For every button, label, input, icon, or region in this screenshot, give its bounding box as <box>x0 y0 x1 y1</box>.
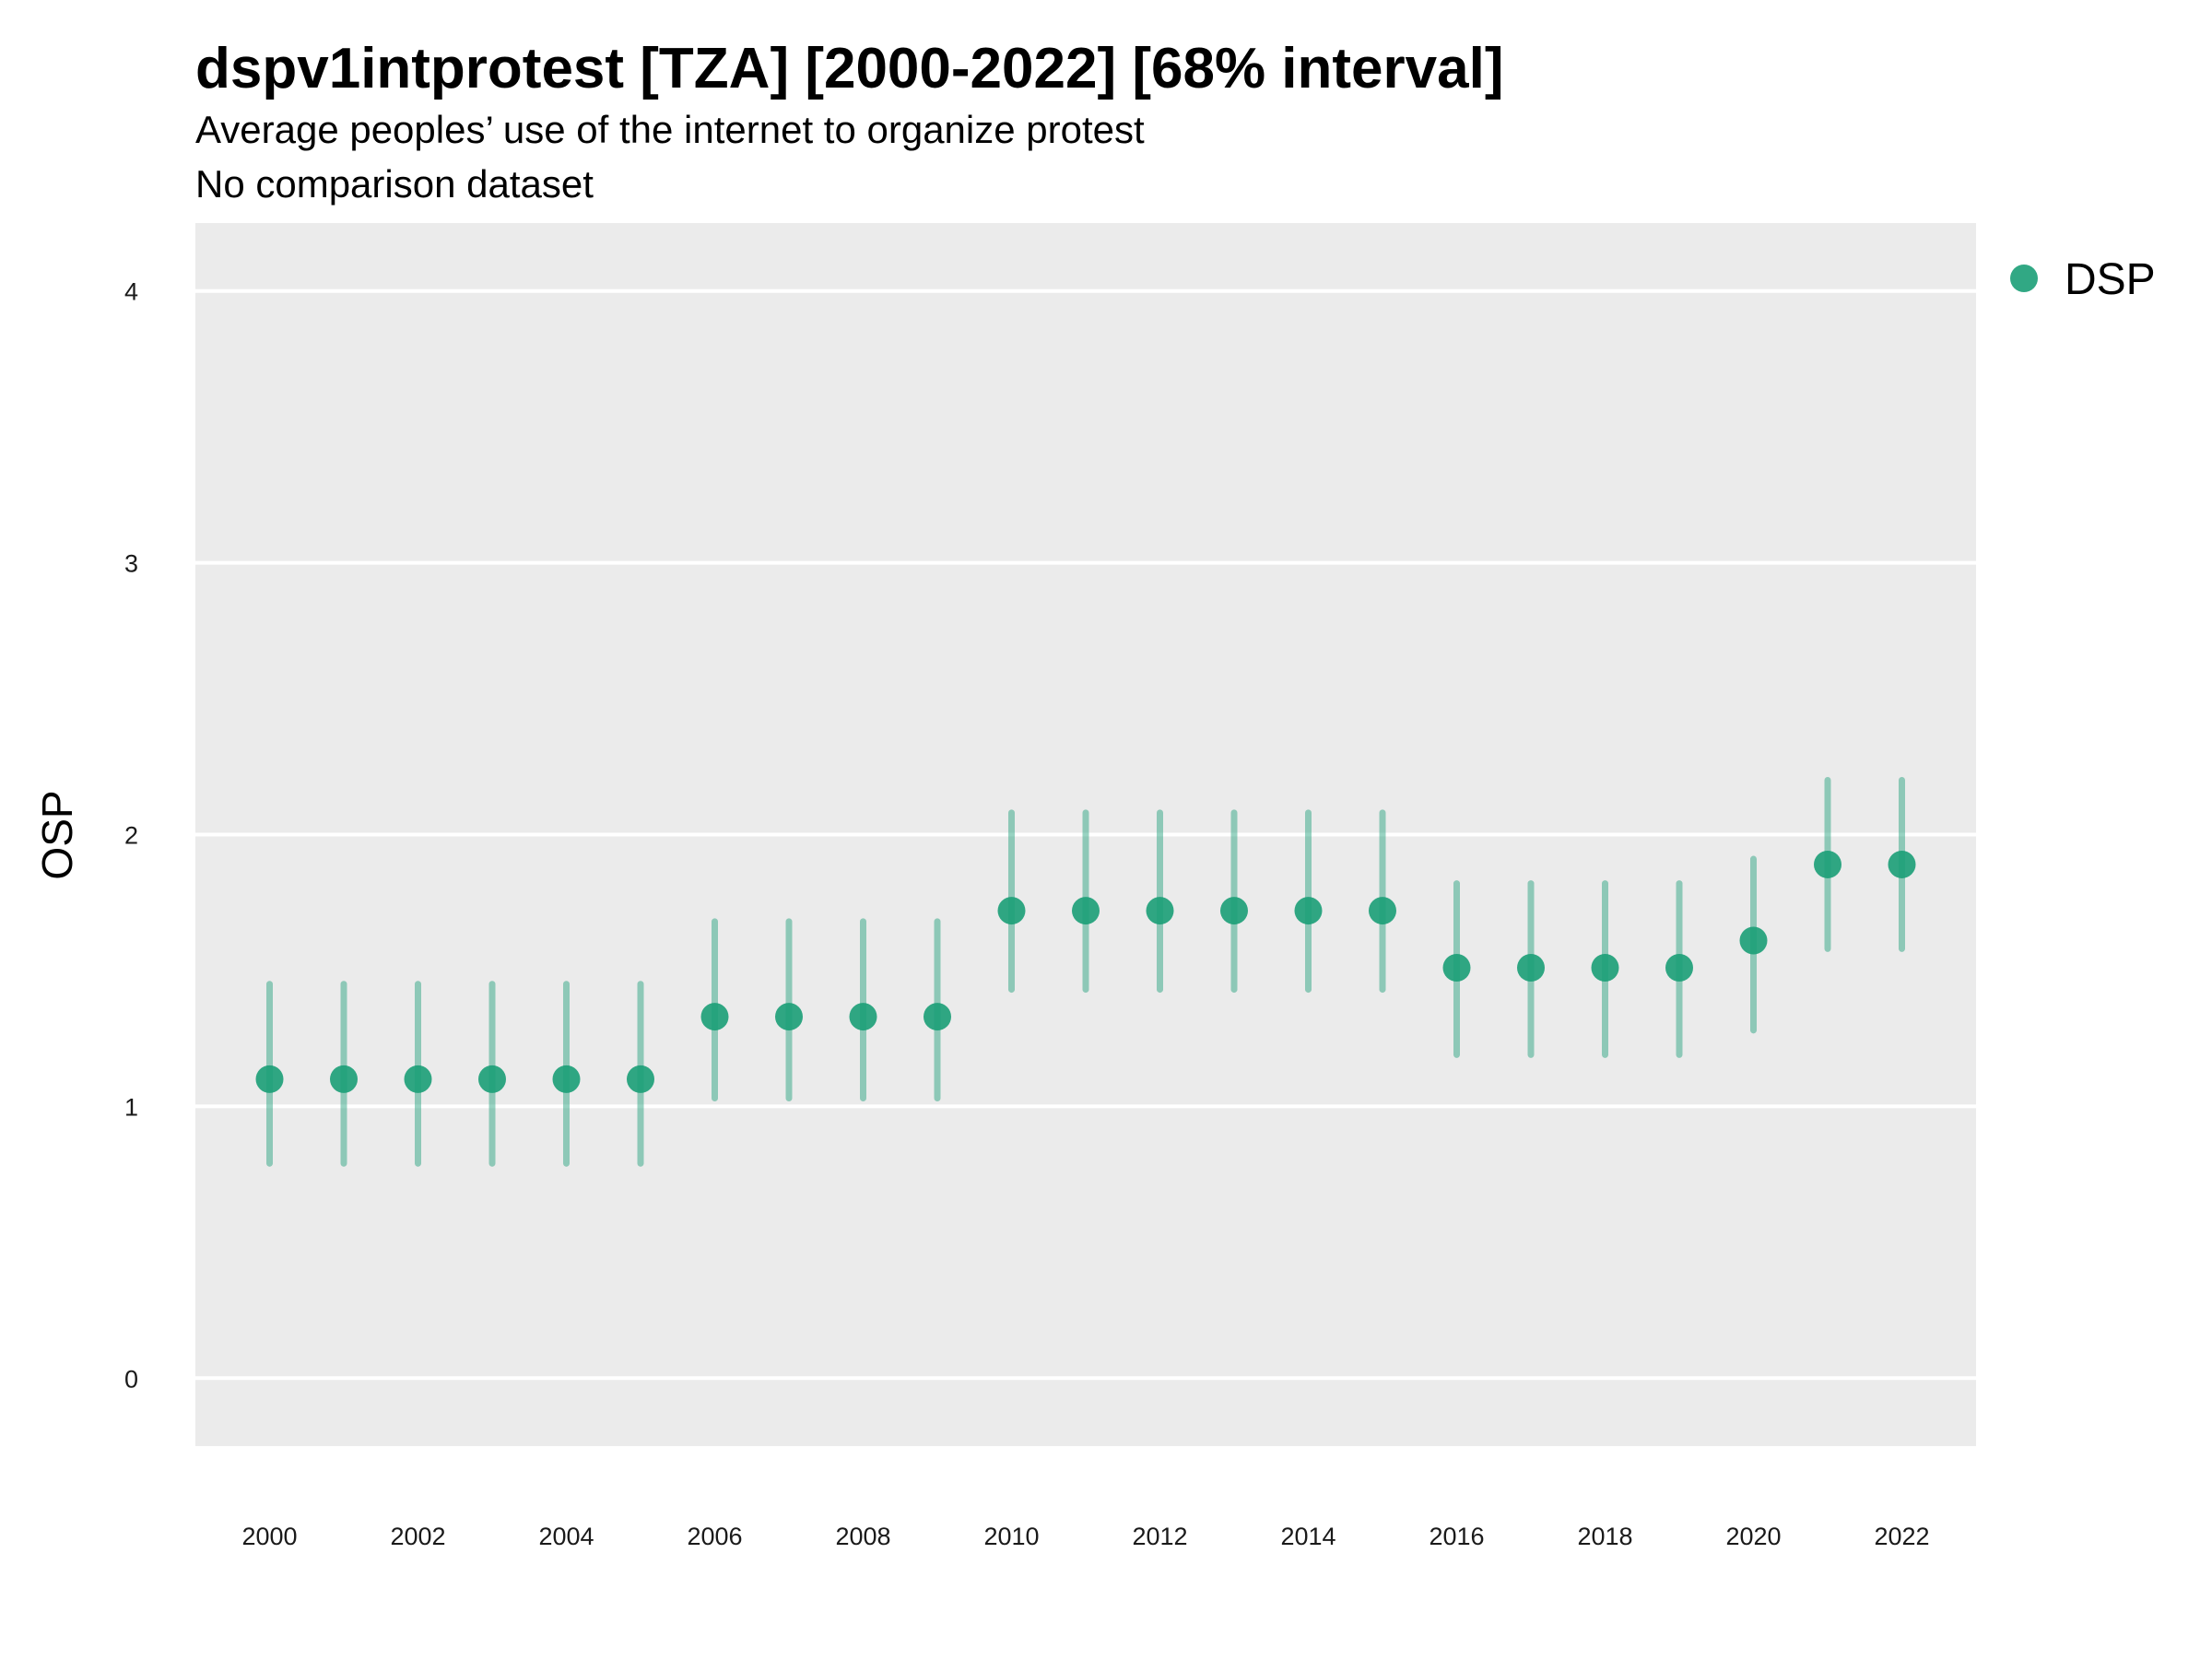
x-tick-label: 2008 <box>835 1523 890 1550</box>
y-tick-label: 1 <box>124 1093 138 1121</box>
data-point <box>997 897 1026 925</box>
data-point <box>1294 897 1323 925</box>
data-point <box>849 1003 877 1031</box>
y-tick-label: 0 <box>124 1365 138 1393</box>
data-point <box>1369 897 1396 925</box>
data-point <box>700 1003 729 1031</box>
legend-label-dsp: DSP <box>2065 255 2156 304</box>
data-point <box>1072 897 1100 925</box>
legend-key-dsp <box>2010 265 2038 292</box>
legend: DSP <box>2010 255 2156 304</box>
data-point <box>1442 953 1471 982</box>
chart-title: dspv1intprotest [TZA] [2000-2022] [68% i… <box>195 37 1504 100</box>
y-axis-title: OSP <box>33 790 81 879</box>
data-point <box>330 1065 358 1093</box>
x-tick-label: 2014 <box>1280 1523 1335 1550</box>
x-tick-label: 2004 <box>538 1523 594 1550</box>
y-axis-ticks: 0 1 2 3 4 <box>124 278 138 1394</box>
gridlines <box>195 288 1976 1381</box>
y-tick-label: 3 <box>124 550 138 578</box>
data-point <box>1888 850 1916 878</box>
x-tick-label: 2022 <box>1874 1523 1929 1550</box>
x-tick-label: 2012 <box>1132 1523 1187 1550</box>
data-point <box>404 1065 432 1093</box>
data-point <box>1591 953 1619 982</box>
x-tick-label: 2010 <box>983 1523 1039 1550</box>
chart-caption: No comparison dataset <box>195 162 594 206</box>
data-point <box>775 1003 803 1031</box>
chart-subtitle: Average peoples’ use of the internet to … <box>195 108 1145 151</box>
data-point <box>1517 953 1545 982</box>
data-point <box>924 1003 951 1031</box>
x-tick-label: 2020 <box>1725 1523 1781 1550</box>
data-point <box>255 1065 284 1093</box>
x-tick-label: 2016 <box>1429 1523 1484 1550</box>
data-point <box>1146 897 1174 925</box>
data-point <box>552 1065 581 1093</box>
data-point <box>1220 897 1248 925</box>
x-tick-label: 2018 <box>1577 1523 1632 1550</box>
data-point <box>627 1065 654 1093</box>
y-tick-label: 4 <box>124 278 138 306</box>
data-point <box>1814 850 1841 878</box>
data-point <box>478 1065 506 1093</box>
data-point <box>1739 926 1768 955</box>
y-tick-label: 2 <box>124 822 138 850</box>
x-axis-ticks: 2000 2002 2004 2006 2008 2010 2012 2014 2016 2018… <box>241 1523 1929 1550</box>
x-tick-label: 2002 <box>390 1523 445 1550</box>
data-points <box>255 850 1916 1093</box>
data-point <box>1665 953 1693 982</box>
x-tick-label: 2006 <box>687 1523 742 1550</box>
x-tick-label: 2000 <box>241 1523 297 1550</box>
